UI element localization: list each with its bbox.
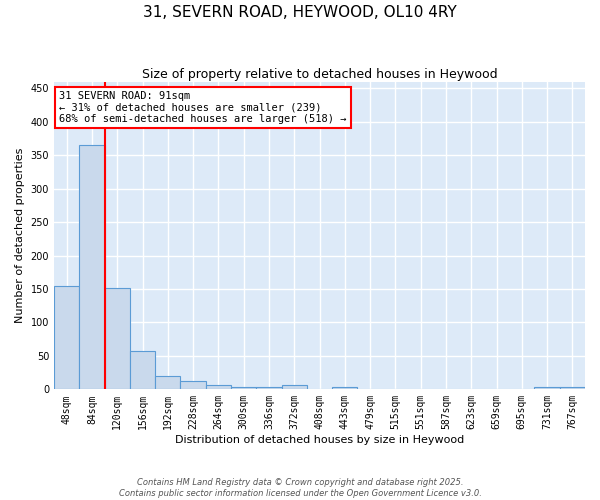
Bar [54,286,79,390]
Bar [560,386,585,390]
Bar [206,386,231,390]
Bar [104,288,130,390]
Bar [535,388,560,390]
Text: Contains HM Land Registry data © Crown copyright and database right 2025.
Contai: Contains HM Land Registry data © Crown c… [119,478,481,498]
Text: 31 SEVERN ROAD: 91sqm
← 31% of detached houses are smaller (239)
68% of semi-det: 31 SEVERN ROAD: 91sqm ← 31% of detached … [59,91,347,124]
Bar [231,386,256,390]
Y-axis label: Number of detached properties: Number of detached properties [15,148,25,323]
Bar [256,388,281,390]
Bar [332,388,358,390]
X-axis label: Distribution of detached houses by size in Heywood: Distribution of detached houses by size … [175,435,464,445]
Text: 31, SEVERN ROAD, HEYWOOD, OL10 4RY: 31, SEVERN ROAD, HEYWOOD, OL10 4RY [143,5,457,20]
Bar [155,376,181,390]
Bar [181,380,206,390]
Bar [130,351,155,390]
Bar [79,145,104,390]
Title: Size of property relative to detached houses in Heywood: Size of property relative to detached ho… [142,68,497,80]
Bar [281,386,307,390]
